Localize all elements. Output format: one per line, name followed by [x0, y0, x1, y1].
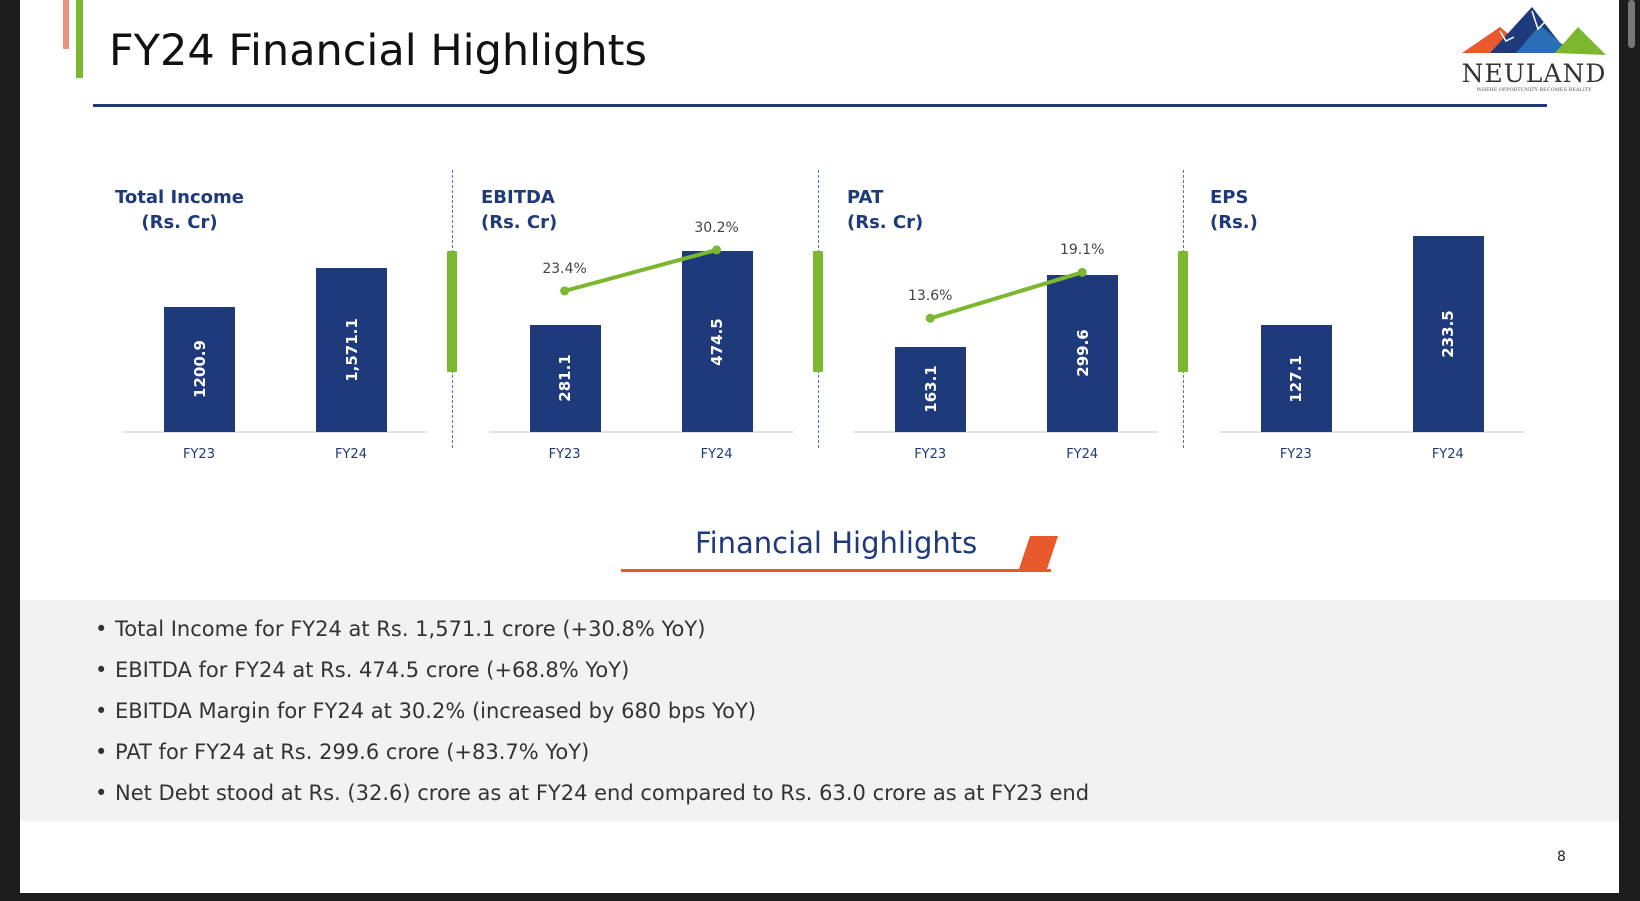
bar-value-label: 127.1: [1287, 354, 1306, 403]
logo-tagline: WHERE OPPORTUNITY BECOMES REALITY: [1476, 87, 1592, 93]
bar-value-label: 233.5: [1439, 310, 1458, 358]
heading-accent-shape: [1018, 536, 1058, 572]
slide: FY24 Financial Highlights NEULAND WHERE …: [20, 0, 1619, 893]
highlight-bullet: PAT for FY24 at Rs. 299.6 crore (+83.7% …: [95, 740, 589, 764]
logo: NEULAND WHERE OPPORTUNITY BECOMES REALIT…: [1460, 5, 1608, 95]
bar-value-label: 474.5: [708, 317, 727, 366]
heading-underline: [621, 569, 1051, 572]
bar-total-income-fy24: 1,571.1: [316, 267, 387, 432]
chart-title-text: PAT: [847, 187, 884, 208]
chart-title-text: EBITDA: [481, 187, 555, 208]
margin-point: [925, 313, 935, 323]
chart-title-text: Total Income: [115, 187, 244, 208]
chart-title-total-income: Total Income (Rs. Cr): [115, 185, 244, 235]
bar-pat-fy23: 163.1: [895, 346, 967, 432]
highlight-bullet: EBITDA Margin for FY24 at 30.2% (increas…: [95, 699, 756, 723]
category-label: FY23: [548, 447, 581, 462]
margin-label: 23.4%: [542, 260, 587, 277]
bar-ebitda-fy24: 474.5: [681, 251, 753, 432]
bar-value-label: 299.6: [1073, 329, 1092, 378]
accent-bar-salmon: [63, 0, 69, 49]
mountain-logo-icon: [1462, 7, 1606, 55]
accent-bar-green: [76, 0, 83, 78]
category-label: FY23: [183, 447, 215, 462]
chart-baseline: [123, 431, 427, 433]
highlight-bullet: Net Debt stood at Rs. (32.6) crore as at…: [95, 781, 1089, 805]
chart-unit-text: (Rs. Cr): [141, 212, 218, 233]
chart-unit-text: (Rs. Cr): [481, 212, 558, 233]
bar-eps-fy24: 233.5: [1412, 235, 1484, 432]
panel-accent-bar: [447, 251, 457, 372]
chart-title-pat: PAT (Rs. Cr): [847, 185, 923, 235]
bar-value-label: 281.1: [556, 354, 575, 403]
page-title: FY24 Financial Highlights: [109, 26, 647, 76]
chart-title-eps: EPS (Rs.): [1210, 185, 1258, 235]
chart-baseline: [1219, 431, 1524, 433]
chart-unit-text: (Rs. Cr): [847, 212, 924, 233]
bar-value-label: 1200.9: [190, 340, 209, 399]
section-heading: Financial Highlights: [695, 526, 978, 560]
margin-label: 30.2%: [694, 219, 739, 236]
title-underline: [93, 104, 1547, 107]
scrollbar[interactable]: [1628, 0, 1635, 48]
chart-title-ebitda: EBITDA (Rs. Cr): [481, 185, 557, 235]
bar-total-income-fy23: 1200.9: [164, 306, 235, 432]
category-label: FY24: [700, 447, 733, 462]
category-label: FY23: [1279, 447, 1312, 462]
chart-baseline: [854, 431, 1159, 433]
bar-value-label: 1,571.1: [342, 318, 361, 382]
panel-accent-bar: [812, 251, 823, 372]
margin-label: 13.6%: [907, 288, 953, 305]
margin-label: 19.1%: [1059, 242, 1105, 259]
page-number: 8: [1557, 849, 1566, 865]
highlight-bullet: EBITDA for FY24 at Rs. 474.5 crore (+68.…: [95, 658, 629, 682]
margin-point: [560, 286, 570, 296]
bar-eps-fy23: 127.1: [1260, 325, 1332, 432]
chart-baseline: [488, 431, 793, 433]
category-label: FY24: [1431, 447, 1464, 462]
bar-pat-fy24: 299.6: [1047, 275, 1119, 432]
category-label: FY24: [1066, 447, 1099, 462]
category-label: FY24: [335, 447, 367, 462]
chart-title-text: EPS: [1210, 187, 1249, 208]
category-label: FY23: [914, 447, 947, 462]
bar-ebitda-fy23: 281.1: [529, 324, 601, 432]
panel-accent-bar: [1178, 251, 1189, 372]
highlight-bullet: Total Income for FY24 at Rs. 1,571.1 cro…: [95, 617, 705, 641]
logo-name: NEULAND: [1461, 59, 1607, 88]
chart-unit-text: (Rs.): [1210, 212, 1258, 233]
bar-value-label: 163.1: [921, 365, 940, 413]
